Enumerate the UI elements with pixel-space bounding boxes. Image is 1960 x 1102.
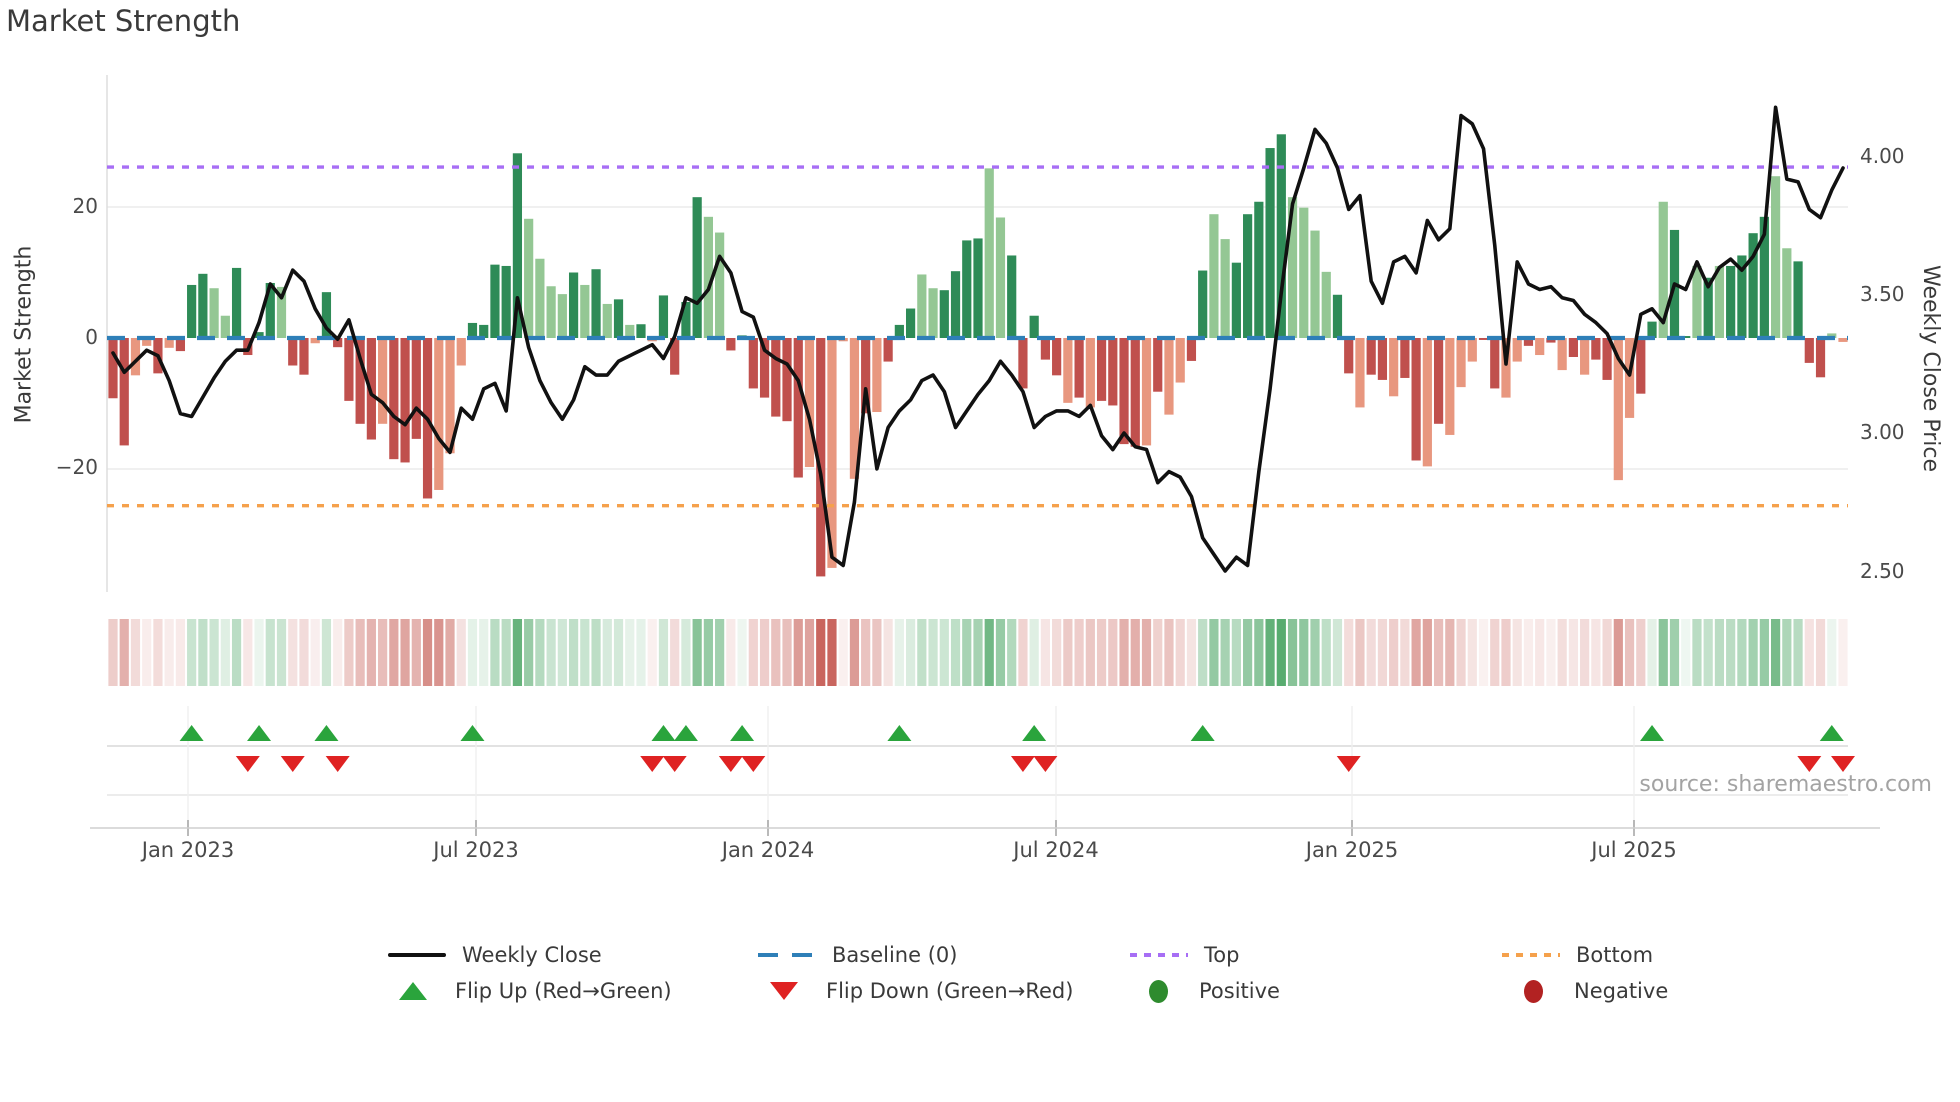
- legend-item-baseline: Baseline (0): [758, 942, 957, 968]
- legend-label: Baseline (0): [832, 943, 958, 967]
- flip-up-marker-icon: [460, 725, 485, 741]
- right-tick-label: 2.50: [1860, 559, 1905, 583]
- bottom-dotted-swatch-icon: [1502, 953, 1560, 957]
- right-tick-label: 3.00: [1860, 420, 1905, 444]
- left-tick-label: 20: [72, 194, 98, 218]
- legend-label: Top: [1204, 943, 1240, 967]
- flip-up-triangle-icon: [399, 982, 427, 1000]
- legend-label: Flip Up (Red→Green): [455, 979, 672, 1003]
- flip-up-marker-icon: [1022, 725, 1047, 741]
- weekly-close-line-swatch-icon: [388, 953, 446, 957]
- flip-down-marker-icon: [1831, 756, 1855, 772]
- legend-item-weekly-close: Weekly Close: [388, 942, 602, 968]
- x-tick-label: Jan 2024: [721, 838, 815, 862]
- flip-down-marker-icon: [741, 756, 766, 772]
- flip-down-marker-icon: [325, 756, 350, 772]
- x-tick-label: Jan 2023: [141, 838, 235, 862]
- right-tick-label: 4.00: [1860, 144, 1905, 168]
- flip-up-marker-icon: [651, 725, 676, 741]
- flip-up-marker-icon: [673, 725, 698, 741]
- flip-down-marker-icon: [640, 756, 665, 772]
- negative-dot-icon: [1524, 979, 1543, 1003]
- x-tick-label: Jul 2024: [1013, 838, 1099, 862]
- flip-up-marker-icon: [1640, 725, 1665, 741]
- flip-down-marker-icon: [1033, 756, 1058, 772]
- flip-down-marker-icon: [235, 756, 260, 772]
- right-tick-label: 3.50: [1860, 282, 1905, 306]
- flip-down-marker-icon: [280, 756, 305, 772]
- top-dotted-swatch-icon: [1130, 953, 1188, 957]
- legend-label: Positive: [1199, 979, 1280, 1003]
- legend-item-top: Top: [1130, 942, 1239, 968]
- legend-label: Weekly Close: [462, 943, 602, 967]
- flip-up-marker-icon: [887, 725, 912, 741]
- legend-label: Negative: [1574, 979, 1669, 1003]
- legend-item-negative: Negative: [1524, 978, 1668, 1004]
- flip-down-marker-icon: [1797, 756, 1822, 772]
- right-axis-label: Weekly Close Price: [1918, 264, 1943, 472]
- flip-down-marker-icon: [718, 756, 743, 772]
- flip-up-marker-icon: [314, 725, 339, 741]
- flip-down-marker-icon: [1336, 756, 1361, 772]
- left-tick-label: 0: [85, 325, 98, 349]
- legend-item-positive: Positive: [1149, 978, 1280, 1004]
- flip-up-marker-icon: [730, 725, 755, 741]
- legend-item-bottom: Bottom: [1502, 942, 1653, 968]
- legend-label: Bottom: [1576, 943, 1654, 967]
- source-credit: source: sharemaestro.com: [1639, 772, 1932, 797]
- page-title: Market Strength: [6, 4, 241, 38]
- flip-up-marker-icon: [1190, 725, 1215, 741]
- flip-down-triangle-icon: [770, 982, 798, 1000]
- flip-up-marker-icon: [179, 725, 204, 741]
- x-tick-label: Jul 2025: [1591, 838, 1677, 862]
- flip-up-marker-icon: [1819, 725, 1844, 741]
- flip-up-marker-icon: [247, 725, 272, 741]
- legend-item-flip-down: Flip Down (Green→Red): [770, 978, 1073, 1004]
- left-tick-label: −20: [55, 455, 98, 479]
- flip-down-marker-icon: [662, 756, 687, 772]
- x-tick-label: Jul 2023: [433, 838, 519, 862]
- legend-item-flip-up: Flip Up (Red→Green): [399, 978, 672, 1004]
- positive-dot-icon: [1149, 979, 1168, 1003]
- flip-down-marker-icon: [1010, 756, 1035, 772]
- x-tick-label: Jan 2025: [1305, 838, 1399, 862]
- legend-label: Flip Down (Green→Red): [826, 979, 1074, 1003]
- baseline-dash-swatch-icon: [758, 953, 816, 957]
